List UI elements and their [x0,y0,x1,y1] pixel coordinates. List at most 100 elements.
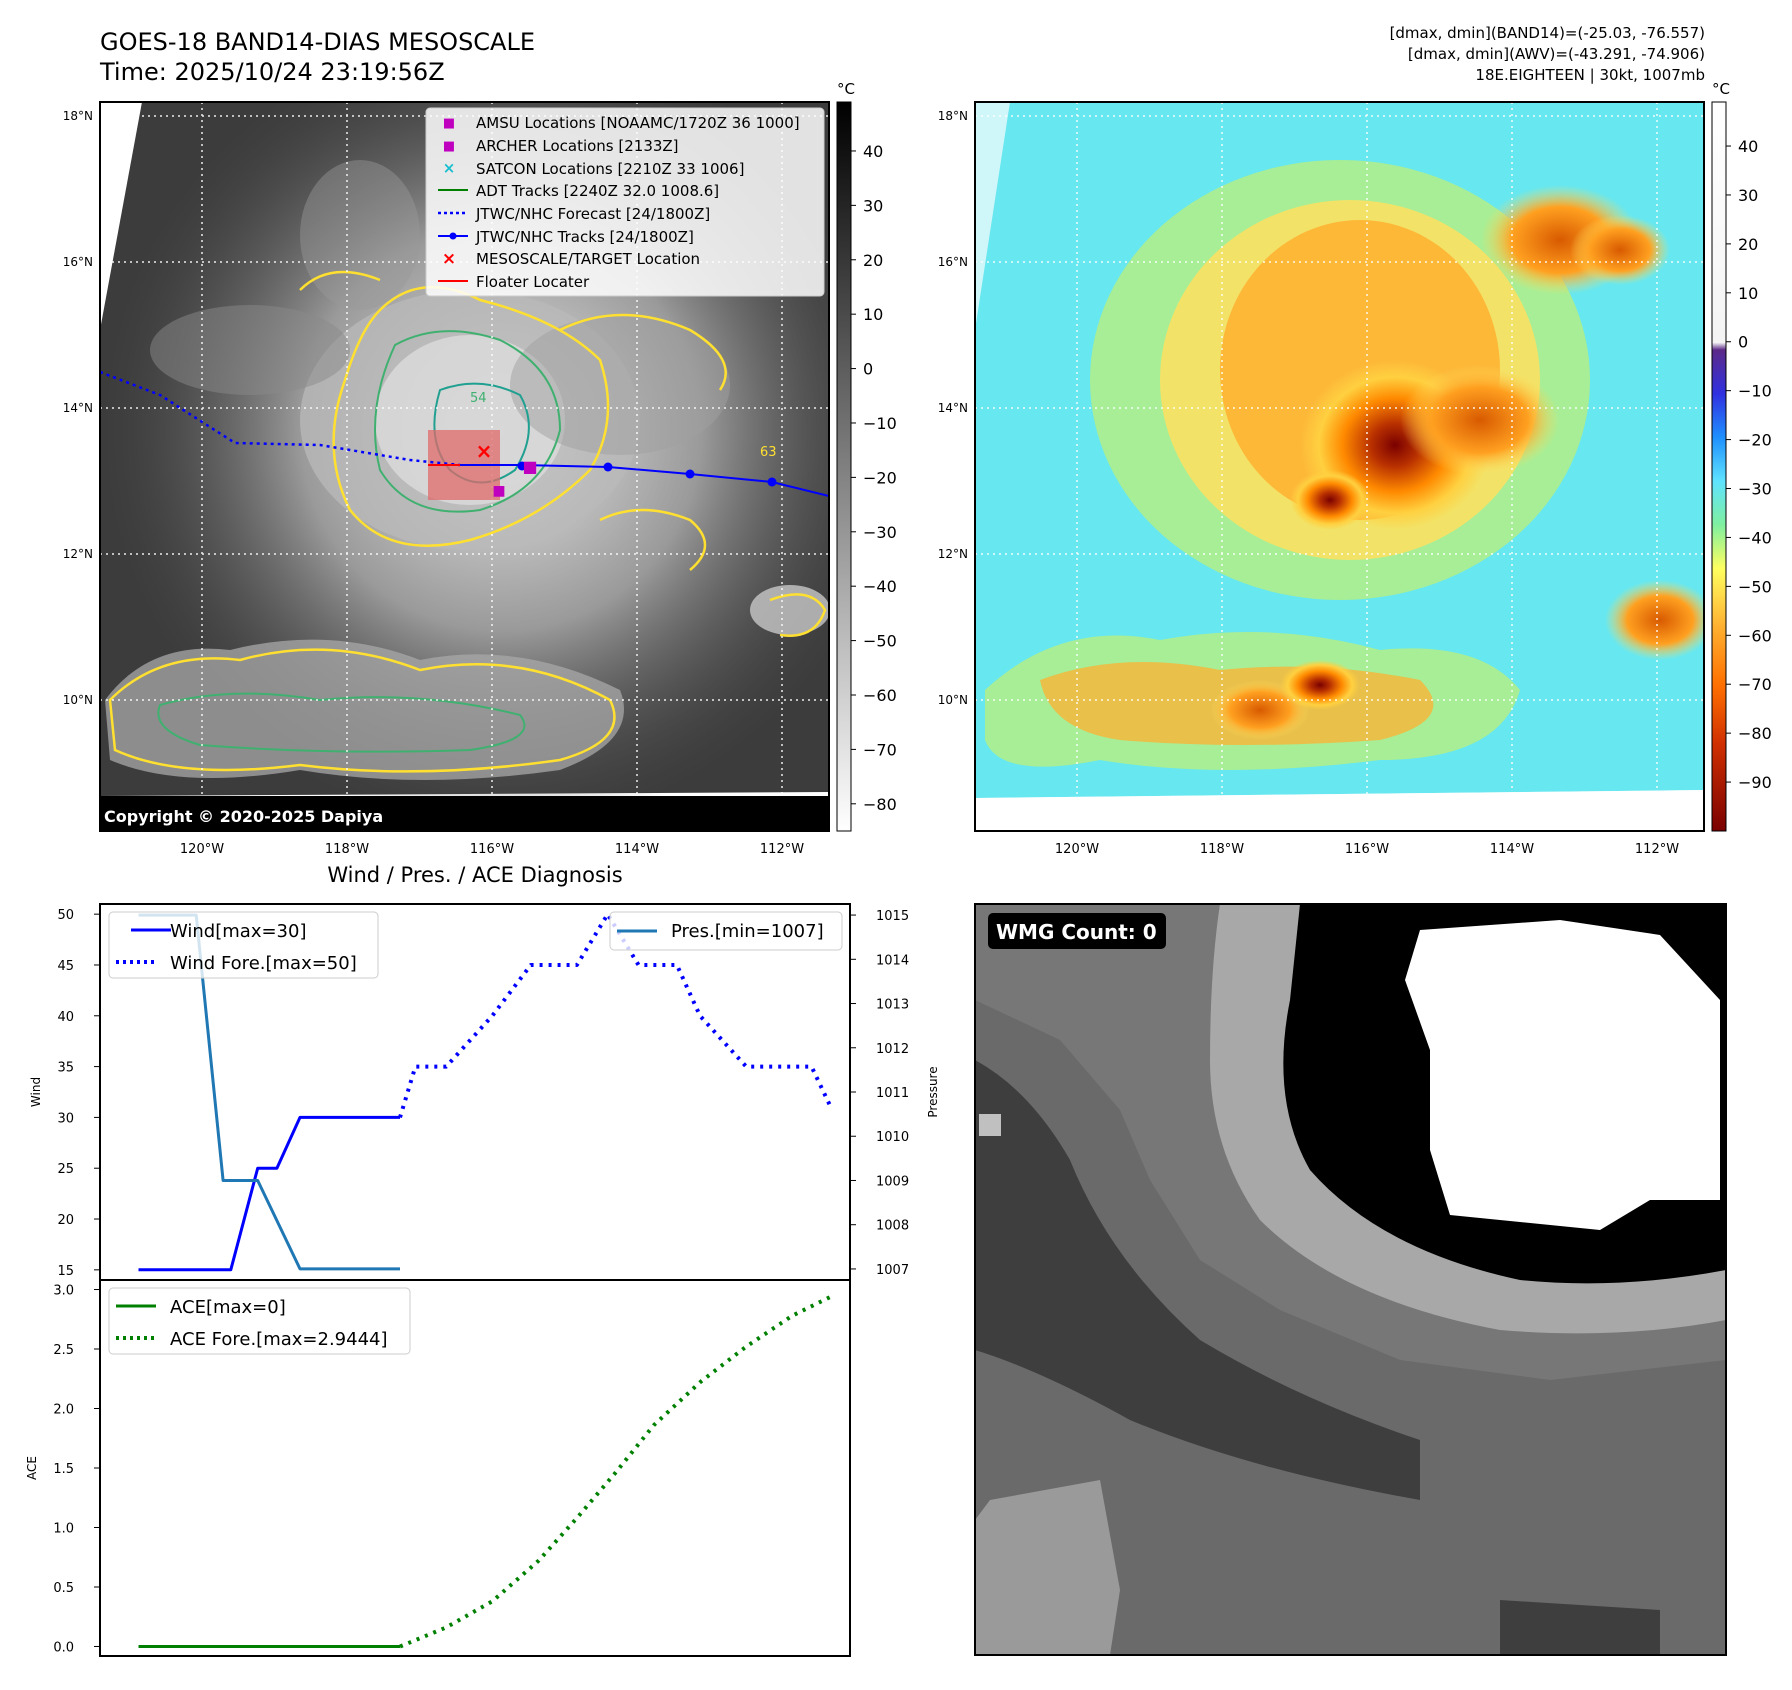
ir-lon-label: 120°W [180,842,224,857]
enh-cbar-tick-label: −30 [1738,480,1772,499]
pressure-ylabel: Pressure [926,1066,940,1117]
enh-cbar-tick-label: −10 [1738,382,1772,401]
ace-tick-label: 0.0 [53,1640,74,1655]
enh-cbar-tick-label: 20 [1738,235,1758,254]
legend-item-amsu: AMSU Locations [NOAAMC/1720Z 36 1000] [476,114,800,132]
best-track-points [517,461,777,487]
copyright: Copyright © 2020-2025 Dapiya [104,807,383,826]
ir-cbar-tick-label: −40 [863,577,897,596]
ir-cbar-tick-label: −10 [863,414,897,433]
ir-lon-label: 118°W [325,842,369,857]
ir-cbar-tick-label: 40 [863,142,883,161]
legend-pressure: Pres.[min=1007] [671,921,824,942]
enh-cbar-tick-label: 30 [1738,186,1758,205]
wind-pressure-chart: Wind Pressure 15 20 25 30 35 40 45 50 1007 1008 1… [29,903,940,1281]
enh-cbar-tick-label: 40 [1738,137,1758,156]
legend-ace-fore: ACE Fore.[max=2.9444] [170,1329,388,1350]
wind-legend: Wind[max=30] Wind Fore.[max=50] Pres.[mi… [108,911,843,979]
info-line2: [dmax, dmin](AWV)=(-43.291, -74.906) [1408,45,1705,63]
info-line3: 18E.EIGHTEEN | 30kt, 1007mb [1475,66,1705,84]
enhanced-imagery [975,102,1704,831]
enh-cbar-tick-label: 0 [1738,333,1748,352]
enhanced-map-panel: 18°N 16°N 14°N 12°N 10°N 120°W 118°W 116… [938,80,1772,857]
ace-tick-label: 1.0 [53,1521,74,1536]
figure-title-line1: GOES-18 BAND14-DIAS MESOSCALE [100,28,535,56]
contour-label-54: 54 [470,391,487,406]
ace-tick-label: 2.0 [53,1403,74,1418]
target-marker: × [476,439,493,463]
legend-wind: Wind[max=30] [170,921,307,942]
wind-tick-label: 15 [57,1264,74,1279]
ir-lat-label: 18°N [63,109,93,123]
wmg-panel: WMG Count: 0 [974,903,1727,1656]
ir-imagery: ■ ■ × 54 63 [100,102,829,831]
series-line-0 [138,1115,400,1272]
ace-tick-label: 3.0 [53,1284,74,1299]
wind-tick-label: 45 [57,959,74,974]
ir-cbar-tick-label: −50 [863,632,897,651]
enh-lat-label: 16°N [938,255,968,269]
ir-colorbar: °C 40 30 20 10 0 −10 −20 −30 −40 −50 −60 −70 −80 [836,80,897,832]
ir-lon-label: 114°W [615,842,659,857]
enh-cbar-tick-label: −20 [1738,431,1772,450]
wind-tick-label: 40 [57,1010,74,1025]
svg-text:×: × [443,159,456,177]
enh-lon-label: 114°W [1490,842,1534,857]
amsu-marker: ■ [522,457,537,476]
ir-cbar-tick-label: −70 [863,740,897,759]
ir-map-panel: ■ ■ × 54 63 Copyright © 2020-2025 Dapiya… [63,80,897,857]
ir-cbar-tick-label: 20 [863,251,883,270]
legend-item-tracks: JTWC/NHC Tracks [24/1800Z] [475,228,694,246]
enh-cbar-tick-label: −80 [1738,724,1772,743]
enh-cbar-tick-label: 10 [1738,284,1758,303]
ir-cbar-tick-label: −60 [863,686,897,705]
enh-lon-label: 116°W [1345,842,1389,857]
ace-chart: ACE 0.0 0.5 1.0 1.5 2.0 2.5 3.0 ACE[max=0] ACE… [25,1279,851,1657]
pressure-tick-label: 1015 [876,909,909,924]
enh-cbar-tick-label: −60 [1738,626,1772,645]
ir-lat-label: 16°N [63,255,93,269]
enh-colorbar: °C 40 30 20 10 0 −10 −20 −30 −40 −50 −60 −70 −80 −90 [1711,80,1772,832]
wind-tick-label: 30 [57,1111,74,1126]
enh-lon-label: 118°W [1200,842,1244,857]
svg-text:■: ■ [443,139,455,154]
legend-item-archer: ARCHER Locations [2133Z] [476,137,679,155]
contour-label-63: 63 [760,445,777,460]
wmg-count-label: WMG Count: 0 [996,920,1157,944]
diagnosis-title: Wind / Pres. / ACE Diagnosis [327,863,622,887]
ir-cbar-tick-label: −80 [863,795,897,814]
svg-text:×: × [442,249,456,269]
pressure-tick-label: 1014 [876,953,909,968]
wind-tick-label: 20 [57,1213,74,1228]
enh-cbar-tick-label: −40 [1738,528,1772,547]
legend-wind-fore: Wind Fore.[max=50] [170,953,357,974]
info-line1: [dmax, dmin](BAND14)=(-25.03, -76.557) [1390,24,1705,42]
ace-legend: ACE[max=0] ACE Fore.[max=2.9444] [108,1287,411,1355]
pressure-tick-label: 1012 [876,1042,909,1057]
best-track [460,464,829,497]
ir-cbar-tick-label: 0 [863,360,873,379]
pressure-tick-label: 1008 [876,1219,909,1234]
enh-lat-label: 14°N [938,401,968,415]
svg-text:■: ■ [443,116,455,131]
ace-tick-label: 0.5 [53,1581,74,1596]
pressure-tick-label: 1007 [876,1263,909,1278]
wind-tick-label: 25 [57,1162,74,1177]
enh-cbar-tick-label: −70 [1738,675,1772,694]
ir-lon-label: 116°W [470,842,514,857]
legend-ace: ACE[max=0] [170,1297,286,1318]
ace-tick-label: 1.5 [53,1462,74,1477]
ace-ylabel: ACE [25,1456,39,1480]
ir-cbar-tick-label: 30 [863,196,883,215]
enh-cbar-unit: °C [1712,80,1730,98]
enh-lat-label: 10°N [938,693,968,707]
enh-lon-label: 112°W [1635,842,1679,857]
figure-title-line2: Time: 2025/10/24 23:19:56Z [99,58,445,86]
ir-cbar-tick-label: −20 [863,468,897,487]
legend-item-target: MESOSCALE/TARGET Location [476,250,700,268]
pressure-tick-label: 1013 [876,998,909,1013]
pressure-tick-label: 1011 [876,1086,909,1101]
ir-lat-label: 12°N [63,547,93,561]
ir-cbar-tick-label: 10 [863,305,883,324]
enh-lon-label: 120°W [1055,842,1099,857]
